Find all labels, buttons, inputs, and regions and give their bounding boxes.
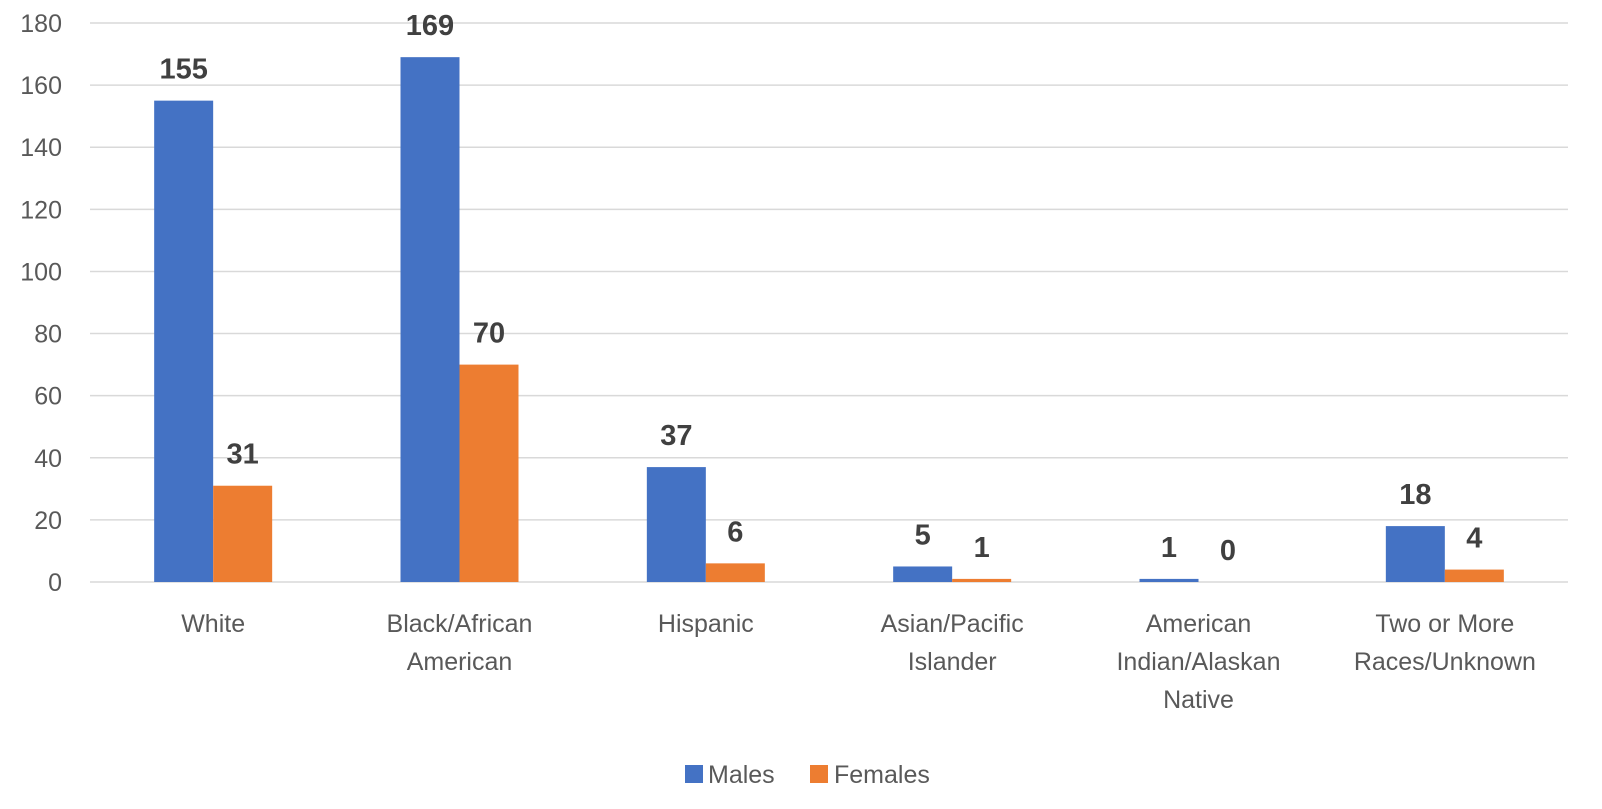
y-tick-label: 20 [34,507,62,535]
data-label-females: 70 [473,318,505,350]
y-tick-label: 80 [34,321,62,349]
bar-males-2 [646,467,706,582]
data-label-males: 37 [660,420,692,452]
data-labels: 155 31 169 70 37 6 5 1 1 0 18 4 [159,10,1482,567]
data-label-females: 6 [727,516,743,548]
bar-males-0 [154,100,214,582]
bar-males-4 [1139,578,1199,582]
legend-swatch-males [685,765,703,783]
bar-females-0 [213,485,273,582]
data-label-females: 1 [974,532,990,564]
bar-males-5 [1385,526,1445,582]
y-tick-label: 0 [48,569,62,597]
bar-males-1 [400,57,460,582]
y-tick-label: 100 [20,258,62,286]
data-label-males: 18 [1399,479,1431,511]
y-tick-label: 160 [20,72,62,100]
legend-label-males: Males [708,761,775,789]
x-axis-categories: White Black/African American Hispanic Asian/… [181,610,1536,714]
y-tick-label: 120 [20,196,62,224]
y-tick-label: 40 [34,445,62,473]
bar-females-2 [705,563,765,582]
y-tick-label: 140 [20,134,62,162]
category-label: Two or More Races/Unknown [1354,610,1536,676]
category-label: White [181,610,245,638]
bar-females-5 [1444,569,1504,582]
category-label: Hispanic [658,610,754,638]
category-label: Black/African American [387,610,533,676]
legend: Males Females [685,761,930,789]
legend-label-females: Females [834,761,930,789]
y-axis-ticks: 0 20 40 60 80 100 120 140 160 180 [20,10,62,597]
bar-males-3 [893,566,953,582]
bars [154,57,1504,582]
y-tick-label: 180 [20,10,62,38]
data-label-females: 31 [227,439,259,471]
legend-swatch-females [810,765,828,783]
data-label-females: 4 [1466,523,1482,555]
data-label-males: 5 [915,519,931,551]
data-label-females: 0 [1220,535,1236,567]
bar-females-3 [952,578,1012,582]
gridlines [90,22,1568,583]
data-label-males: 155 [159,54,207,86]
category-label: Asian/Pacific Islander [881,610,1024,676]
category-label: American Indian/Alaskan Native [1116,610,1280,714]
data-label-males: 169 [406,10,454,42]
bar-females-1 [459,364,519,582]
data-label-males: 1 [1161,532,1177,564]
y-tick-label: 60 [34,383,62,411]
